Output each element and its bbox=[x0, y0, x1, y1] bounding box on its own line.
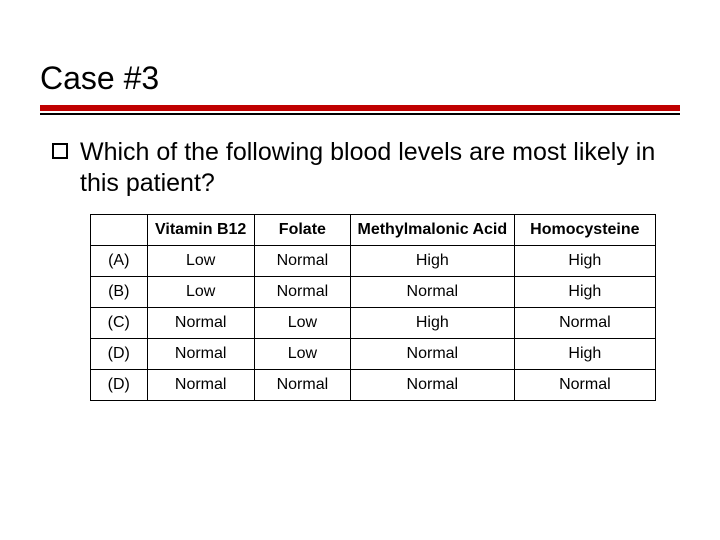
col-header: Homocysteine bbox=[514, 214, 655, 245]
cell: High bbox=[514, 245, 655, 276]
cell: Normal bbox=[147, 369, 254, 400]
cell: Normal bbox=[254, 245, 350, 276]
col-header: Methylmalonic Acid bbox=[350, 214, 514, 245]
cell: Normal bbox=[147, 338, 254, 369]
cell: Low bbox=[147, 276, 254, 307]
table-row: (B) Low Normal Normal High bbox=[91, 276, 656, 307]
cell: Normal bbox=[350, 338, 514, 369]
row-label: (D) bbox=[91, 369, 148, 400]
cell: High bbox=[514, 338, 655, 369]
cell: Normal bbox=[147, 307, 254, 338]
cell: Normal bbox=[350, 369, 514, 400]
title-rule-red bbox=[40, 105, 680, 111]
cell: Low bbox=[254, 338, 350, 369]
cell: Normal bbox=[254, 369, 350, 400]
cell: Low bbox=[147, 245, 254, 276]
col-header: Vitamin B12 bbox=[147, 214, 254, 245]
row-label: (D) bbox=[91, 338, 148, 369]
cell: Low bbox=[254, 307, 350, 338]
col-header: Folate bbox=[254, 214, 350, 245]
table-row: (D) Normal Normal Normal Normal bbox=[91, 369, 656, 400]
table-row: (C) Normal Low High Normal bbox=[91, 307, 656, 338]
table-row: (A) Low Normal High High bbox=[91, 245, 656, 276]
cell: Normal bbox=[350, 276, 514, 307]
bullet-square-icon bbox=[52, 143, 68, 159]
table-container: Vitamin B12 Folate Methylmalonic Acid Ho… bbox=[40, 214, 680, 401]
slide: Case #3 Which of the following blood lev… bbox=[0, 0, 720, 441]
col-header bbox=[91, 214, 148, 245]
answer-table: Vitamin B12 Folate Methylmalonic Acid Ho… bbox=[90, 214, 656, 401]
table-row: (D) Normal Low Normal High bbox=[91, 338, 656, 369]
table-header-row: Vitamin B12 Folate Methylmalonic Acid Ho… bbox=[91, 214, 656, 245]
question-text: Which of the following blood levels are … bbox=[80, 137, 668, 200]
row-label: (A) bbox=[91, 245, 148, 276]
cell: Normal bbox=[514, 307, 655, 338]
cell: High bbox=[514, 276, 655, 307]
cell: High bbox=[350, 307, 514, 338]
cell: Normal bbox=[514, 369, 655, 400]
slide-title: Case #3 bbox=[40, 60, 680, 97]
row-label: (C) bbox=[91, 307, 148, 338]
row-label: (B) bbox=[91, 276, 148, 307]
cell: High bbox=[350, 245, 514, 276]
question-row: Which of the following blood levels are … bbox=[40, 137, 680, 200]
title-rule-black bbox=[40, 113, 680, 115]
cell: Normal bbox=[254, 276, 350, 307]
